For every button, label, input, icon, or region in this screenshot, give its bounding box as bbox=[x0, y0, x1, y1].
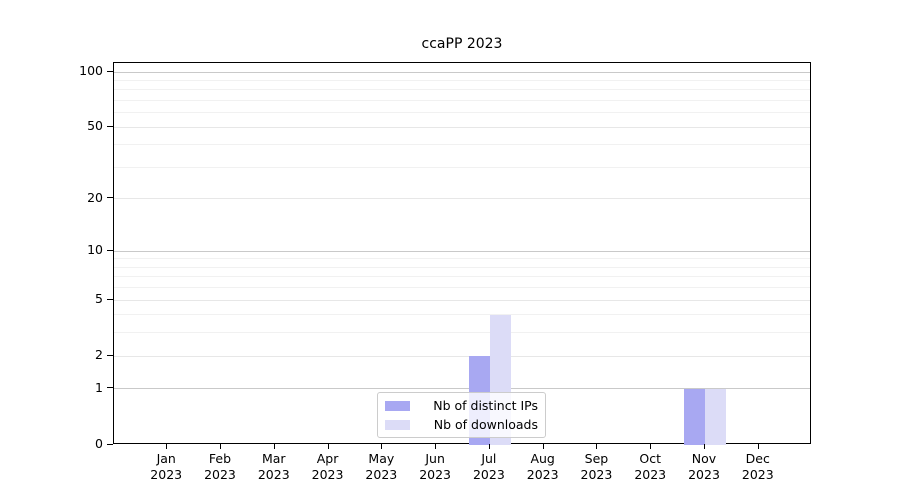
xtick-mark bbox=[596, 444, 598, 449]
legend-label-distinct-ips: Nb of distinct IPs bbox=[433, 398, 538, 413]
legend-swatch-downloads bbox=[385, 419, 410, 430]
ytick-mark bbox=[107, 197, 113, 199]
xtick-mark bbox=[542, 444, 544, 449]
gridline-y-8 bbox=[114, 266, 810, 268]
ytick-label-100: 100 bbox=[79, 63, 103, 79]
legend-swatch-distinct-ips bbox=[385, 400, 410, 411]
ytick-label-2: 2 bbox=[95, 347, 103, 363]
ytick-label-5: 5 bbox=[95, 291, 103, 307]
ytick-label-0: 0 bbox=[95, 436, 103, 451]
gridline-y-20 bbox=[114, 198, 810, 200]
xtick-mark bbox=[273, 444, 275, 449]
xtick-label-dec: Dec 2023 bbox=[741, 451, 774, 482]
gridline-y-6 bbox=[114, 287, 810, 289]
gridline-y-90 bbox=[114, 79, 810, 81]
legend-item-downloads: Nb of downloads bbox=[385, 417, 538, 432]
ytick-label-50: 50 bbox=[87, 118, 103, 134]
ytick-mark bbox=[107, 298, 113, 300]
xtick-label-oct: Oct 2023 bbox=[634, 451, 667, 482]
legend: Nb of distinct IPs Nb of downloads bbox=[377, 392, 546, 438]
gridline-y-7 bbox=[114, 276, 810, 278]
xtick-label-feb: Feb 2023 bbox=[204, 451, 236, 482]
ytick-label-20: 20 bbox=[87, 189, 103, 205]
xtick-mark bbox=[704, 444, 705, 449]
xtick-label-sep: Sep 2023 bbox=[580, 451, 613, 482]
ytick-mark bbox=[107, 70, 113, 72]
xtick-mark bbox=[488, 444, 490, 449]
gridline-y-9 bbox=[114, 258, 810, 260]
xtick-mark bbox=[650, 444, 652, 449]
xtick-mark bbox=[327, 444, 329, 449]
xtick-label-jun: Jun 2023 bbox=[419, 451, 452, 482]
legend-item-distinct-ips: Nb of distinct IPs bbox=[385, 398, 538, 413]
xtick-mark bbox=[219, 444, 221, 449]
ytick-mark bbox=[107, 354, 113, 356]
gridline-y-80 bbox=[114, 89, 810, 91]
legend-label-downloads: Nb of downloads bbox=[433, 417, 538, 432]
gridline-y-2 bbox=[114, 355, 810, 357]
xtick-label-aug: Aug 2023 bbox=[526, 451, 559, 482]
gridline-y-10 bbox=[114, 250, 810, 252]
gridline-y-70 bbox=[114, 100, 810, 102]
xtick-label-may: May 2023 bbox=[365, 451, 398, 482]
xtick-label-apr: Apr 2023 bbox=[311, 451, 344, 482]
ytick-label-1: 1 bbox=[95, 379, 103, 395]
ytick-mark bbox=[107, 443, 113, 445]
gridline-y-60 bbox=[114, 112, 810, 114]
gridline-y-30 bbox=[114, 167, 810, 168]
gridline-y-3 bbox=[114, 332, 810, 334]
gridline-y-1 bbox=[114, 388, 810, 390]
ytick-mark bbox=[107, 125, 113, 127]
xtick-label-mar: Mar 2023 bbox=[257, 451, 290, 482]
ytick-label-10: 10 bbox=[87, 242, 103, 258]
gridline-y-4 bbox=[114, 314, 810, 316]
chart-title: ccaPP 2023 bbox=[421, 36, 503, 52]
ytick-mark bbox=[107, 249, 113, 251]
xtick-mark bbox=[435, 444, 437, 449]
xtick-mark bbox=[381, 444, 383, 449]
gridline-y-100 bbox=[114, 71, 810, 73]
xtick-label-jan: Jan 2023 bbox=[150, 451, 183, 482]
xtick-mark bbox=[166, 444, 168, 449]
xtick-label-jul: Jul 2023 bbox=[472, 451, 505, 482]
plot-area bbox=[113, 62, 811, 445]
bar-downloads-nov bbox=[705, 388, 726, 445]
ytick-mark bbox=[107, 387, 113, 389]
gridline-y-40 bbox=[114, 144, 810, 146]
bar-distinct-ips-nov bbox=[684, 388, 705, 445]
xtick-label-nov: Nov 2023 bbox=[688, 451, 720, 482]
xtick-mark bbox=[757, 444, 759, 449]
gridline-y-5 bbox=[114, 299, 810, 301]
gridline-y-50 bbox=[114, 126, 810, 128]
